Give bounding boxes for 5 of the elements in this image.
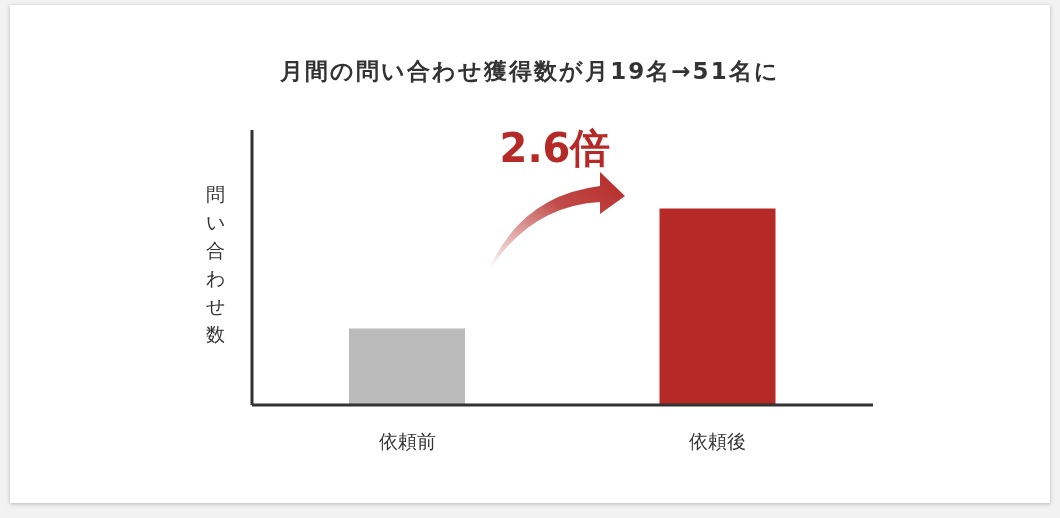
x-tick-label: 依頼後 xyxy=(689,430,747,453)
x-tick-label: 依頼前 xyxy=(378,430,436,453)
y-axis-title: 問い合わせ数 xyxy=(204,182,226,347)
text: 2.6倍 xyxy=(499,125,611,171)
chart-title: 月間の問い合わせ獲得数が月19名→51名に xyxy=(279,57,781,86)
